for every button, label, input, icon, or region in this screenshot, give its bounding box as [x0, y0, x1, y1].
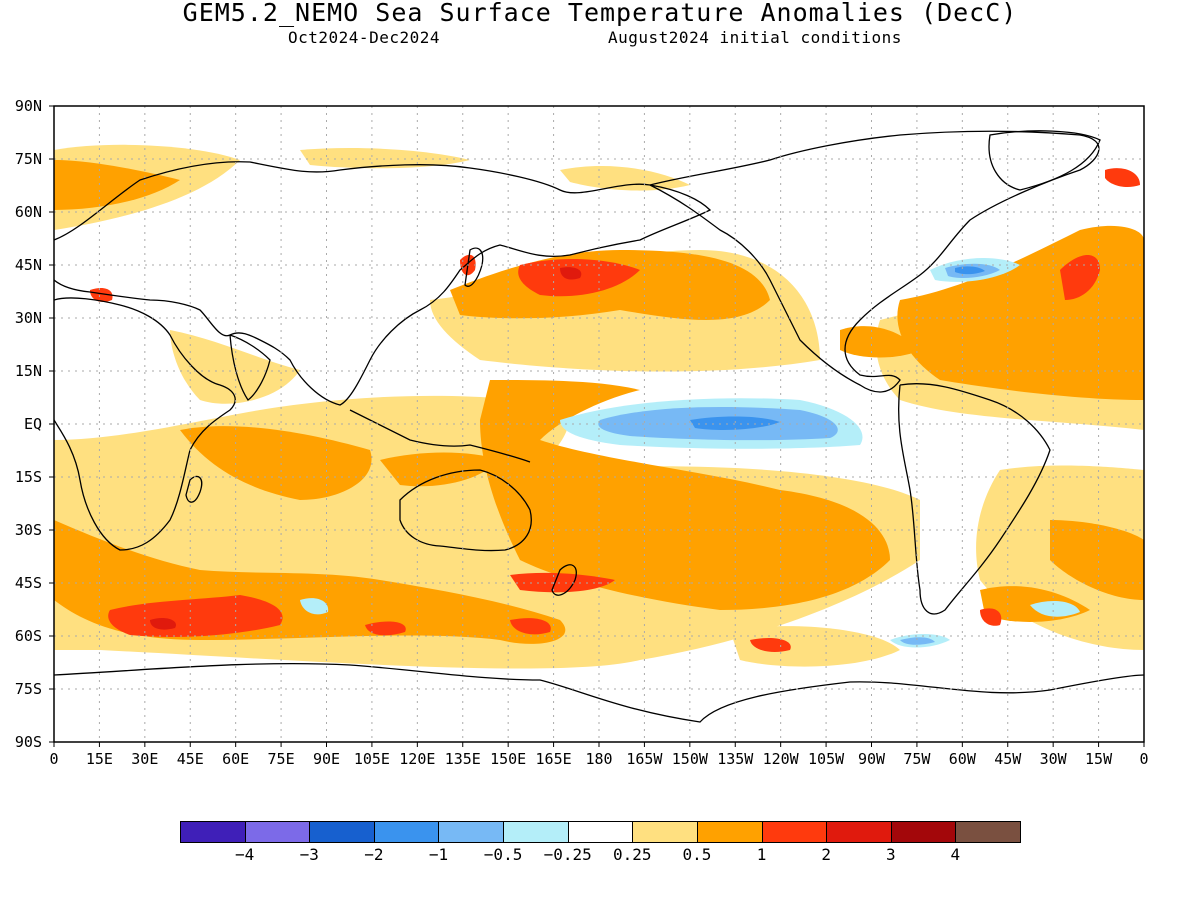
lon-label: 75W — [903, 750, 931, 768]
lon-label: 120E — [399, 750, 436, 768]
lon-label: 165E — [535, 750, 572, 768]
anomaly-field — [54, 144, 1144, 669]
initial-conditions: August2024 initial conditions — [608, 28, 902, 47]
lat-label: 60S — [14, 627, 42, 645]
colorbar-label: 4 — [950, 845, 961, 864]
lon-label: 105E — [353, 750, 390, 768]
greenland-outline — [988, 130, 1101, 191]
lon-label: 90E — [312, 750, 341, 768]
colorbar-swatch — [696, 821, 763, 843]
map-title: GEM5.2_NEMO Sea Surface Temperature Anom… — [182, 0, 1018, 27]
colorbar-label: −0.25 — [543, 845, 592, 864]
lon-label: 135E — [444, 750, 481, 768]
lon-label: 105W — [808, 750, 845, 768]
lon-label: 60E — [222, 750, 250, 768]
lat-label: 15N — [14, 362, 42, 380]
lat-label: 75N — [14, 150, 42, 168]
north-america-outline — [649, 130, 1100, 393]
lat-label: 15S — [14, 468, 42, 486]
anomaly-1-2 — [90, 168, 1140, 652]
colorbar-swatch — [244, 821, 311, 843]
colorbar-swatch — [890, 821, 957, 843]
antarctica-outline — [54, 663, 1144, 723]
colorbar-label: −3 — [299, 845, 319, 864]
colorbar-label: −2 — [364, 845, 384, 864]
colorbar-swatch — [826, 821, 892, 843]
colorbar-label: 0.25 — [613, 845, 652, 864]
colorbar-label: 1 — [756, 845, 767, 864]
colorbar-swatch — [761, 821, 828, 843]
lon-label: 15W — [1085, 750, 1113, 768]
colorbar-swatch — [180, 821, 246, 843]
lat-label: 30S — [14, 521, 42, 539]
colorbar-swatch — [438, 821, 505, 843]
lon-label: 165W — [626, 750, 663, 768]
lat-label: 90S — [14, 733, 42, 751]
lat-label: EQ — [23, 415, 42, 433]
lon-label: 150W — [671, 750, 708, 768]
anomaly-2-3 — [150, 267, 582, 630]
lat-label: 30N — [14, 309, 42, 327]
forecast-period: Oct2024-Dec2024 — [288, 28, 440, 47]
colorbar-label: 0.5 — [682, 845, 712, 864]
lon-label: 30W — [1039, 750, 1067, 768]
colorbar-label: −4 — [234, 845, 255, 864]
lon-label: 90W — [857, 750, 886, 768]
lat-label: 75S — [14, 680, 42, 698]
south-america-outline — [897, 383, 1051, 615]
colorbar-label: 3 — [885, 845, 896, 864]
lat-label: 90N — [14, 97, 42, 115]
lon-label: 180 — [585, 750, 613, 768]
eurasia-outline — [54, 161, 712, 406]
lon-label: 150E — [490, 750, 527, 768]
lon-label: 15E — [85, 750, 113, 768]
lon-label: 135W — [717, 750, 754, 768]
colorbar-label: −1 — [428, 845, 449, 864]
lon-label: 45E — [176, 750, 204, 768]
colorbar-swatch — [955, 821, 1021, 843]
lat-label: 45S — [14, 574, 42, 592]
lon-label: 45W — [994, 750, 1022, 768]
graticule — [54, 106, 1144, 742]
africa-outline — [54, 297, 236, 551]
lon-label: 0 — [49, 750, 59, 768]
lon-label: 0 — [1139, 750, 1149, 768]
new-zealand-outline — [551, 564, 577, 596]
madagascar-outline — [185, 475, 203, 503]
australia-outline — [399, 469, 532, 552]
colorbar-swatch — [567, 821, 634, 843]
axis-ticks — [49, 105, 1145, 747]
colorbar-swatch — [632, 821, 698, 843]
colorbar-label: 2 — [821, 845, 831, 864]
india-outline — [229, 334, 271, 401]
lon-label: 30E — [131, 750, 159, 768]
lon-label: 75E — [267, 750, 295, 768]
colorbar-label: −0.5 — [483, 845, 523, 864]
lon-label: 120W — [762, 750, 799, 768]
colorbar-swatch — [309, 821, 375, 843]
lat-label: 45N — [14, 256, 42, 274]
lat-label: 60N — [14, 203, 42, 221]
coastlines — [54, 130, 1144, 723]
lon-label: 60W — [948, 750, 976, 768]
colorbar-swatch — [503, 821, 569, 843]
colorbar-swatch — [373, 821, 440, 843]
